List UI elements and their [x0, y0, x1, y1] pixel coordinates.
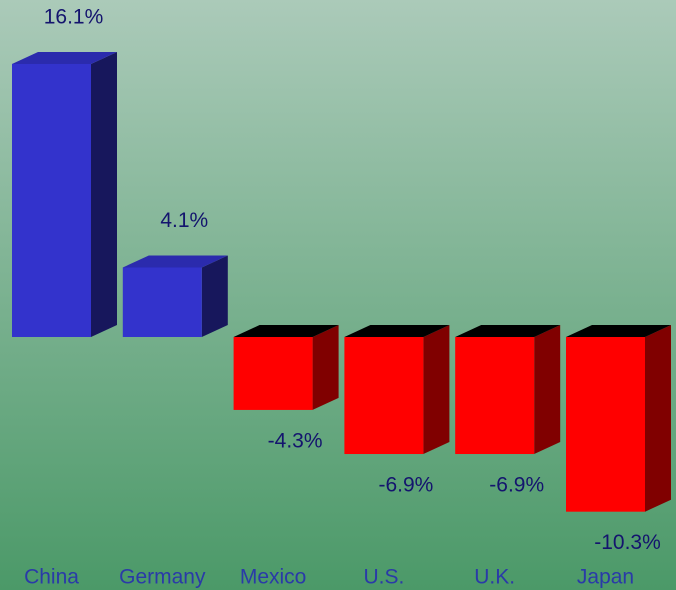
x-tick-label: U.K. — [474, 566, 515, 589]
bar-side — [312, 325, 339, 410]
bar-top — [233, 325, 339, 337]
bar-top — [344, 325, 450, 337]
x-tick-label: Mexico — [240, 566, 307, 589]
x-tick-label: China — [24, 566, 79, 589]
x-tick-label: Japan — [577, 566, 634, 589]
value-label: -6.9% — [489, 474, 544, 497]
bar — [455, 337, 535, 455]
x-tick-label: U.S. — [363, 566, 404, 589]
value-label: 4.1% — [160, 209, 208, 232]
bar — [344, 337, 424, 455]
value-label: -10.3% — [594, 531, 661, 554]
value-label: 16.1% — [44, 5, 104, 28]
bar-top — [566, 325, 671, 337]
bar — [122, 267, 202, 337]
bar-top — [12, 51, 117, 64]
bar — [12, 63, 91, 337]
bar-top — [122, 255, 228, 268]
bar-side — [534, 325, 561, 455]
bar-top — [455, 325, 561, 337]
bar — [566, 337, 645, 512]
value-label: -6.9% — [378, 474, 433, 497]
value-label: -4.3% — [268, 429, 323, 452]
bar-side — [645, 325, 671, 512]
bar-side — [91, 51, 117, 337]
bar — [233, 337, 313, 410]
x-tick-label: Germany — [119, 566, 206, 589]
bar-side — [423, 325, 450, 455]
bar-side — [201, 255, 228, 337]
